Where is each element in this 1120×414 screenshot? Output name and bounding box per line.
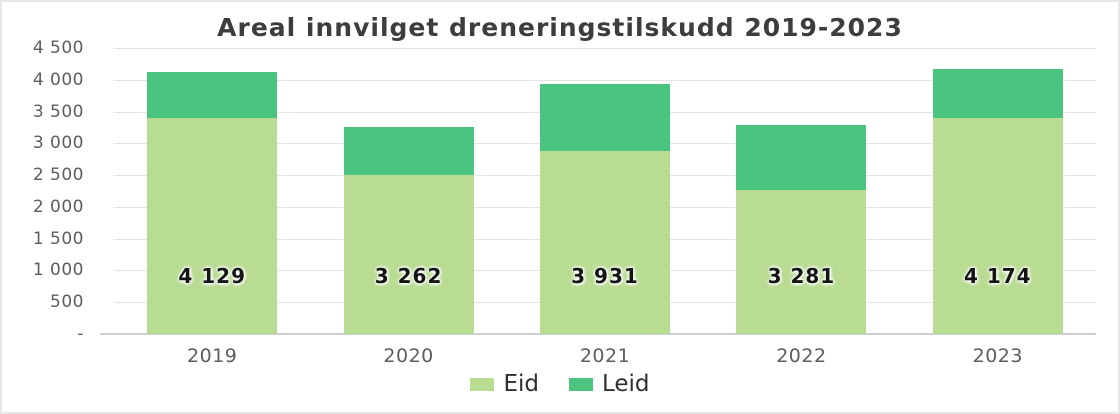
bar-segment-eid-2019 [147, 117, 278, 334]
y-axis-labels: 4 500 4 000 3 500 3 000 2 500 2 000 1 500 1 000… [2, 2, 84, 412]
x-tick-label-2020: 2020 [383, 345, 434, 367]
y-tick-label: 1 500 [32, 228, 84, 249]
bar-segment-leid-2019 [147, 71, 278, 118]
gridline [114, 79, 1096, 81]
y-tick-label: 1 000 [32, 260, 84, 281]
plot-area: 4 129 3 262 3 931 3 281 4 174 [100, 48, 1096, 335]
total-label-2022: 3 281 [767, 264, 836, 288]
y-tick-label: 3 000 [32, 133, 84, 154]
x-tick-label-2019: 2019 [187, 345, 238, 367]
bar-segment-eid-2021 [540, 150, 670, 334]
x-tick-label-2021: 2021 [579, 345, 631, 367]
y-tick-label: 3 500 [32, 101, 84, 122]
total-label-2021: 3 931 [571, 264, 639, 288]
leid-color-swatch [568, 377, 593, 391]
chart-title: Areal innvilget dreneringstilskudd 2019-… [217, 13, 903, 42]
total-label-2023: 4 174 [963, 264, 1032, 288]
legend-label-eid: Eid [503, 371, 539, 397]
x-tick-label-2023: 2023 [972, 345, 1023, 367]
y-tick-label: 2 000 [32, 196, 84, 217]
y-tick-label: 500 [50, 292, 84, 313]
bar-segment-eid-2022 [736, 189, 867, 334]
total-label-2019: 4 129 [178, 264, 246, 288]
eid-color-swatch [470, 377, 495, 391]
legend-item-leid: Leid [568, 371, 650, 397]
x-axis-line [100, 333, 1096, 335]
total-label-2020: 3 262 [374, 264, 443, 288]
bar-segment-leid-2021 [540, 84, 670, 151]
bar-segment-eid-2023 [932, 117, 1063, 334]
y-tick-label: 4 500 [32, 38, 84, 58]
bar-segment-leid-2022 [736, 125, 867, 190]
legend-item-eid: Eid [470, 371, 539, 397]
bar-segment-leid-2023 [932, 68, 1063, 118]
bar-segment-eid-2020 [343, 175, 474, 334]
bar-segment-leid-2020 [343, 126, 474, 176]
y-tick-label: 2 500 [32, 165, 84, 186]
legend: Eid Leid [2, 371, 1118, 397]
x-tick-label-2022: 2022 [776, 345, 827, 367]
y-tick-label: 4 000 [32, 69, 84, 90]
legend-label-leid: Leid [601, 371, 650, 397]
y-tick-label: - [77, 324, 84, 344]
gridline [114, 48, 1096, 49]
